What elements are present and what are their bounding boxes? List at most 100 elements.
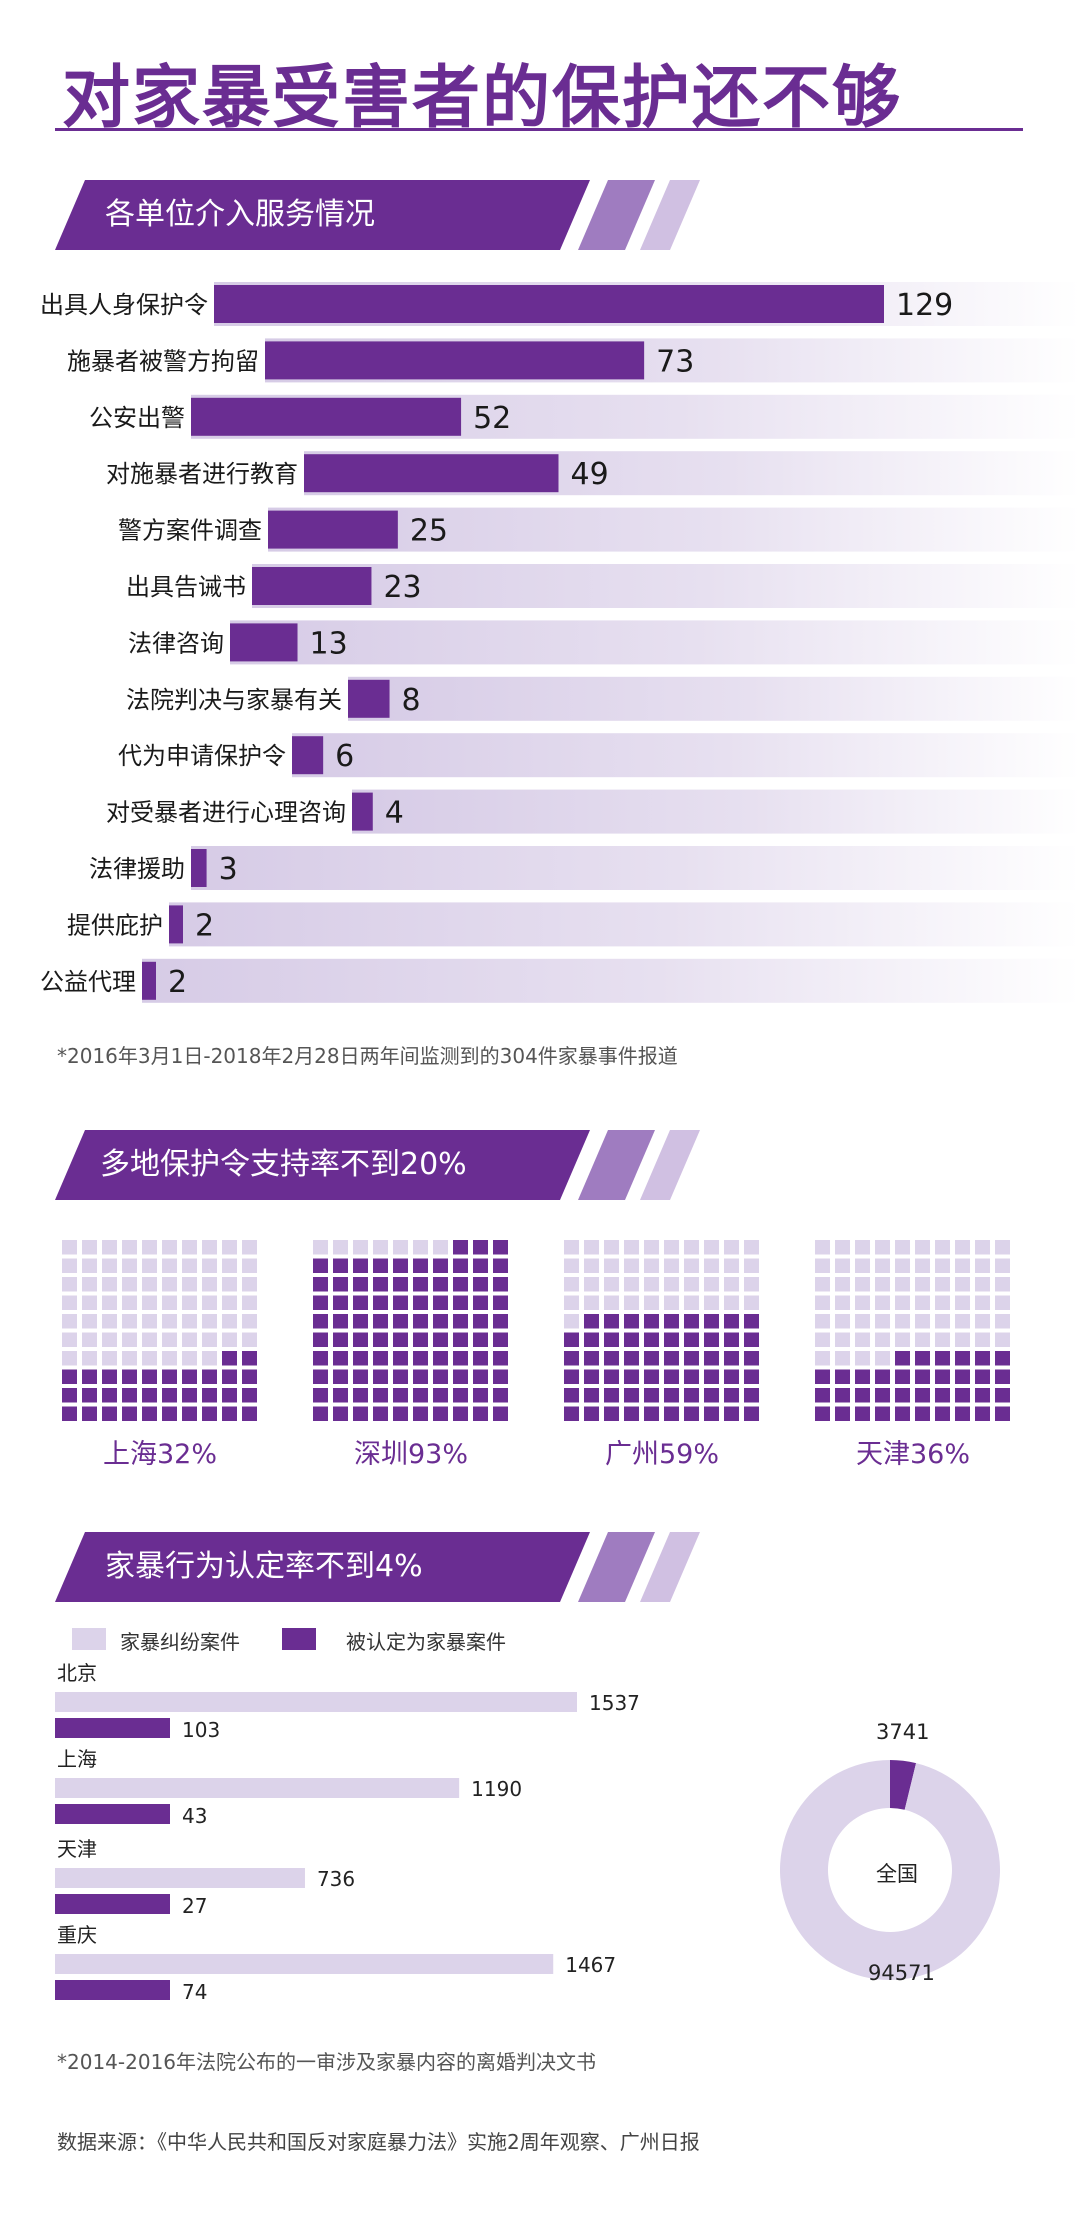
bar-value-disputes: 1190: [471, 1777, 522, 1801]
national-donut-chart: [779, 1760, 1000, 1980]
waffle-cell: [935, 1314, 950, 1329]
bar-recognized: [55, 1894, 170, 1914]
waffle-cell: [724, 1258, 739, 1273]
waffle-cell: [624, 1240, 639, 1255]
waffle-cell: [724, 1314, 739, 1329]
waffle-cell: [493, 1295, 508, 1310]
title-divider: [55, 128, 1023, 131]
bar-category-label: 施暴者被警方拘留: [67, 347, 259, 375]
waffle-cell: [433, 1314, 448, 1329]
waffle-cell: [915, 1295, 930, 1310]
waffle-cell: [704, 1369, 719, 1384]
waffle-cell: [744, 1240, 759, 1255]
waffle-cell: [935, 1351, 950, 1366]
waffle-cell: [915, 1369, 930, 1384]
waffle-cell: [664, 1406, 679, 1421]
waffle-cell: [122, 1351, 137, 1366]
waffle-cell: [624, 1332, 639, 1347]
waffle-cell: [664, 1258, 679, 1273]
section-banner-services: 各单位介入服务情况: [0, 180, 1080, 250]
waffle-cell: [82, 1295, 97, 1310]
waffle-cell: [102, 1295, 117, 1310]
waffle-cell: [62, 1295, 77, 1310]
waffle-cell: [644, 1295, 659, 1310]
waffle-cell: [744, 1277, 759, 1292]
waffle-cell: [62, 1240, 77, 1255]
waffle-cell: [162, 1369, 177, 1384]
waffle-cell: [815, 1369, 830, 1384]
legend-swatch-disputes: [72, 1628, 106, 1650]
waffle-cell: [373, 1332, 388, 1347]
waffle-cell: [102, 1388, 117, 1403]
waffle-cell: [82, 1406, 97, 1421]
waffle-cell: [955, 1314, 970, 1329]
waffle-cell: [202, 1351, 217, 1366]
banner-graphic: [55, 180, 700, 250]
waffle-cell: [744, 1258, 759, 1273]
city-label: 重庆: [57, 1923, 97, 1947]
waffle-cell: [975, 1388, 990, 1403]
waffle-cell: [473, 1388, 488, 1403]
waffle-cell: [433, 1240, 448, 1255]
waffle-cell: [82, 1277, 97, 1292]
waffle-cell: [564, 1332, 579, 1347]
waffle-cell: [473, 1258, 488, 1273]
waffle-cell: [744, 1351, 759, 1366]
waffle-cell: [82, 1388, 97, 1403]
waffle-cell: [644, 1369, 659, 1384]
waffle-cell: [644, 1258, 659, 1273]
waffle-cell: [704, 1388, 719, 1403]
waffle-cell: [433, 1277, 448, 1292]
bar-track: [252, 564, 1080, 608]
waffle-cell: [724, 1351, 739, 1366]
waffle-cell: [895, 1369, 910, 1384]
waffle-cell: [584, 1295, 599, 1310]
waffle-cell: [995, 1258, 1010, 1273]
bar-track: [268, 507, 1080, 552]
waffle-cell: [624, 1258, 639, 1273]
waffle-cell: [333, 1406, 348, 1421]
waffle-cell: [182, 1351, 197, 1366]
waffle-cell: [875, 1240, 890, 1255]
waffle-charts: [62, 1240, 1010, 1421]
waffle-cell: [704, 1295, 719, 1310]
waffle-cell: [433, 1406, 448, 1421]
waffle-cell: [915, 1277, 930, 1292]
donut-value-recognized: 3741: [876, 1720, 930, 1744]
waffle-cell: [162, 1351, 177, 1366]
waffle-cell: [564, 1258, 579, 1273]
waffle-cell: [935, 1240, 950, 1255]
bar-value-label: 73: [656, 344, 694, 379]
waffle-cell: [935, 1258, 950, 1273]
city-label: 天津: [57, 1837, 97, 1861]
waffle-cell: [975, 1369, 990, 1384]
waffle-cell: [222, 1351, 237, 1366]
bar-disputes: [55, 1778, 460, 1798]
bar: [142, 961, 156, 1000]
waffle-cell: [122, 1240, 137, 1255]
waffle-cell: [433, 1369, 448, 1384]
waffle-cell: [493, 1277, 508, 1292]
waffle-cell: [142, 1258, 157, 1273]
waffle-cell: [102, 1369, 117, 1384]
waffle-cell: [564, 1369, 579, 1384]
waffle-label: 深圳93%: [353, 1439, 468, 1470]
bar-category-label: 出具告诫书: [126, 573, 246, 601]
waffle-cell: [242, 1295, 257, 1310]
waffle-cell: [473, 1351, 488, 1366]
waffle-cell: [855, 1240, 870, 1255]
waffle-cell: [182, 1277, 197, 1292]
section-heading-services: 各单位介入服务情况: [105, 197, 375, 232]
waffle-cell: [744, 1295, 759, 1310]
waffle-cell: [333, 1258, 348, 1273]
waffle-cell: [162, 1258, 177, 1273]
bar: [252, 567, 372, 605]
bar-value-label: 4: [385, 796, 404, 831]
waffle-cell: [724, 1406, 739, 1421]
waffle-cell: [684, 1295, 699, 1310]
waffle-cell: [142, 1240, 157, 1255]
waffle-cell: [222, 1388, 237, 1403]
bar: [191, 849, 207, 887]
waffle-cell: [162, 1295, 177, 1310]
waffle-cell: [815, 1388, 830, 1403]
